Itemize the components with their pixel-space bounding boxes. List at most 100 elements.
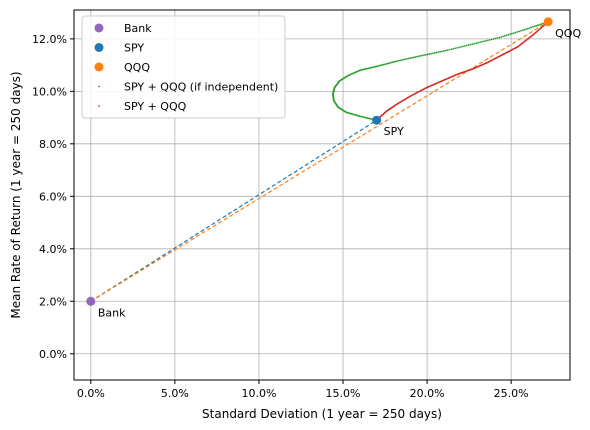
series-point <box>535 24 538 27</box>
series-point <box>494 37 497 40</box>
x-axis-label: Standard Deviation (1 year = 250 days) <box>202 407 442 421</box>
series-point <box>411 56 413 59</box>
series-point <box>412 56 415 59</box>
series-point <box>520 29 522 32</box>
legend-label: SPY <box>124 42 144 55</box>
series-point <box>407 57 410 60</box>
series-0 <box>332 20 550 122</box>
x-tick-label: 15.0% <box>326 387 361 400</box>
series-point <box>481 40 483 43</box>
series-point <box>479 41 482 44</box>
x-tick-label: 20.0% <box>410 387 445 400</box>
series-point <box>395 60 398 63</box>
series-point <box>525 28 528 31</box>
legend-marker <box>98 105 100 107</box>
legend-label: SPY + QQQ (if independent) <box>124 81 278 94</box>
series-point <box>384 63 387 66</box>
series-point <box>404 58 407 61</box>
asset-points: Bank SPY QQQ <box>86 17 581 319</box>
series-point <box>465 44 468 47</box>
series-point <box>382 63 385 66</box>
series-point <box>528 27 531 29</box>
series-point <box>460 46 462 48</box>
series-point <box>393 61 395 63</box>
series-point <box>423 54 425 57</box>
series-point <box>421 54 424 57</box>
y-tick-label: 12.0% <box>32 33 67 46</box>
series-point <box>461 45 464 48</box>
x-tick-label: 0.0% <box>77 387 105 400</box>
y-axis-label: Mean Rate of Return (1 year = 250 days) <box>9 71 23 318</box>
y-tick-label: 2.0% <box>39 295 67 308</box>
series-point <box>486 39 489 42</box>
plot-frame <box>73 9 571 381</box>
series-point <box>532 25 534 28</box>
series-point <box>377 65 379 67</box>
series-point <box>502 35 504 38</box>
series-point <box>477 41 480 44</box>
legend-label: SPY + QQQ <box>124 100 187 113</box>
series-point <box>456 46 459 49</box>
series-point <box>446 49 449 52</box>
series-point <box>397 59 400 62</box>
bank-point-label: Bank <box>98 306 126 319</box>
series-point <box>505 34 508 37</box>
series-point <box>426 53 429 56</box>
series-point <box>458 46 460 49</box>
series-1 <box>375 20 550 122</box>
series-point <box>507 33 510 36</box>
series-point <box>416 55 418 58</box>
series-point <box>391 61 394 64</box>
series-point <box>419 55 422 57</box>
series-point <box>471 43 474 46</box>
series-point <box>414 56 417 58</box>
series-point <box>380 64 382 67</box>
series-point <box>452 47 455 50</box>
series-point <box>473 42 476 45</box>
series-point <box>406 58 408 60</box>
series-point <box>402 58 405 61</box>
series-point <box>467 44 470 46</box>
series-point <box>485 39 487 42</box>
series-dots <box>332 20 550 122</box>
axis-ticks: 0.0% 5.0% 10.0% 15.0% 20.0% 25.0% 0.0% 2.0% 4.0%… <box>32 33 529 400</box>
series-point <box>490 38 493 41</box>
series-point <box>430 52 433 55</box>
series-point <box>428 53 431 55</box>
series-point <box>388 62 391 64</box>
x-tick-label: 10.0% <box>241 387 276 400</box>
series-point <box>441 50 443 53</box>
series-point <box>409 57 412 60</box>
series-point <box>498 36 501 39</box>
legend-box <box>81 15 286 119</box>
series-point <box>518 30 521 33</box>
spy-point-label: SPY <box>384 125 404 138</box>
x-tick-label: 25.0% <box>494 387 529 400</box>
series-point <box>437 51 440 54</box>
qqq-point <box>543 17 553 27</box>
series-point <box>450 48 453 51</box>
legend-marker <box>94 43 104 52</box>
legend-label: QQQ <box>124 61 150 74</box>
series-point <box>444 49 447 52</box>
y-tick-label: 0.0% <box>39 348 67 361</box>
series-point <box>394 60 397 63</box>
y-tick-label: 6.0% <box>39 190 67 203</box>
x-tick-label: 5.0% <box>161 387 189 400</box>
series-point <box>530 26 533 29</box>
series-point <box>387 62 390 65</box>
series-point <box>514 31 517 34</box>
series-point <box>375 65 378 68</box>
series-point <box>511 32 513 35</box>
series-point <box>399 59 402 62</box>
qqq-point-label: QQQ <box>555 27 581 40</box>
series-point <box>523 28 526 31</box>
series-point <box>503 34 506 37</box>
series-point <box>454 47 457 50</box>
legend-marker <box>94 23 104 33</box>
series-point <box>492 38 495 40</box>
series-point <box>400 59 403 61</box>
legend-marker <box>98 85 100 88</box>
series-point <box>432 52 434 55</box>
series-point <box>537 24 539 27</box>
